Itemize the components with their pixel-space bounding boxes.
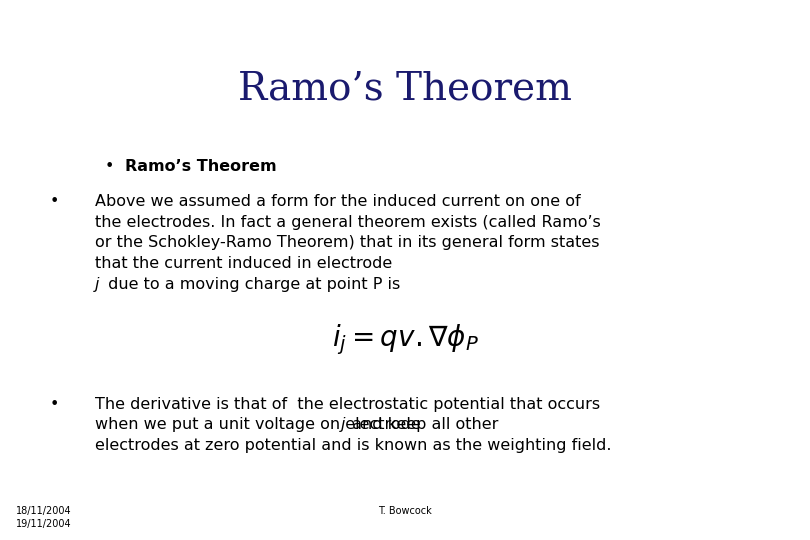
Text: The derivative is that of  the electrostatic potential that occurs: The derivative is that of the electrosta… <box>95 397 600 411</box>
Text: •: • <box>50 397 59 411</box>
Text: the electrodes. In fact a general theorem exists (called Ramo’s: the electrodes. In fact a general theore… <box>95 214 601 230</box>
Text: j: j <box>341 417 346 433</box>
Text: electrodes at zero potential and is known as the weighting field.: electrodes at zero potential and is know… <box>95 438 612 453</box>
Text: that the current induced in electrode: that the current induced in electrode <box>95 256 392 271</box>
Text: $i_j = qv.\nabla\phi_P$: $i_j = qv.\nabla\phi_P$ <box>331 322 479 357</box>
Text: when we put a unit voltage on electrode: when we put a unit voltage on electrode <box>95 417 426 433</box>
Text: T. Bowcock: T. Bowcock <box>378 505 432 516</box>
Text: Above we assumed a form for the induced current on one of: Above we assumed a form for the induced … <box>95 194 581 209</box>
Text: due to a moving charge at point P is: due to a moving charge at point P is <box>103 276 400 292</box>
Text: •: • <box>50 194 59 209</box>
Text: j: j <box>95 276 100 292</box>
Text: Semiconductor Detectors for Particle Physics:
Lecture 3: Semiconductor Detectors for Particle Phy… <box>10 4 248 27</box>
Text: and keep all other: and keep all other <box>347 417 498 433</box>
Text: Ramo’s Theorem: Ramo’s Theorem <box>238 71 572 107</box>
Text: •: • <box>105 159 114 174</box>
Text: 18/11/2004
19/11/2004: 18/11/2004 19/11/2004 <box>16 505 72 529</box>
Text: Ramo’s Theorem: Ramo’s Theorem <box>125 159 277 174</box>
Text: or the Schokley-Ramo Theorem) that in its general form states: or the Schokley-Ramo Theorem) that in it… <box>95 235 599 250</box>
